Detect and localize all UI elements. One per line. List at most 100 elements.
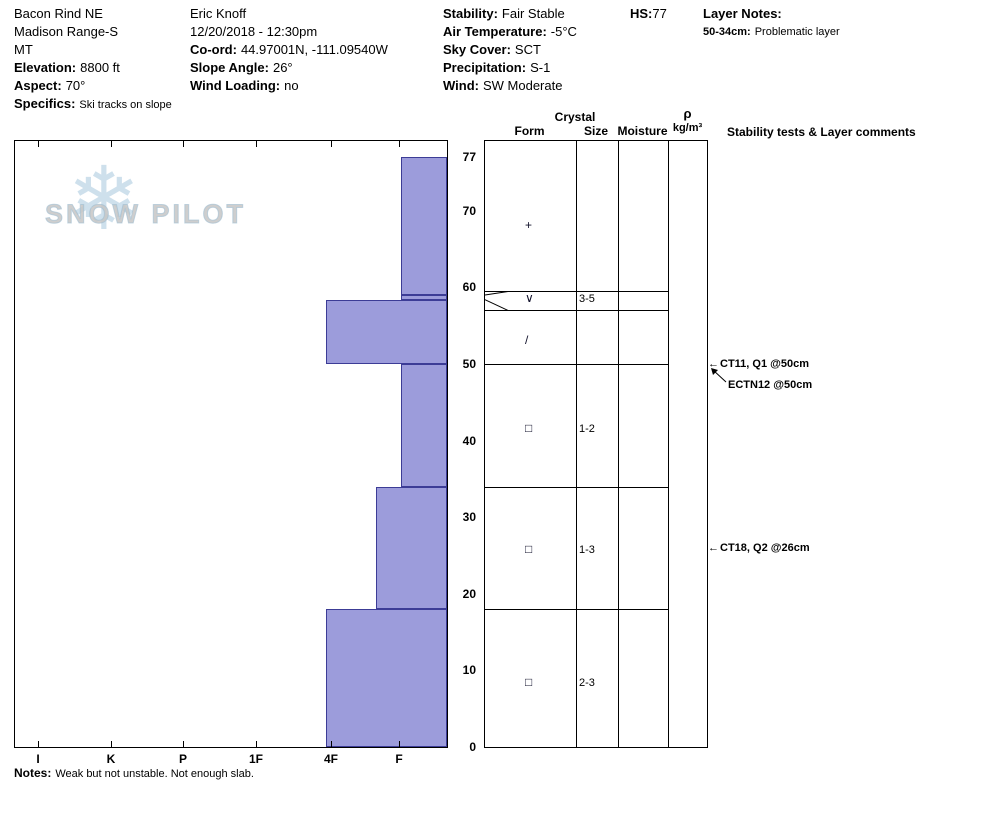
crystal-form-symbol: □: [525, 421, 533, 436]
crystal-table: + ∨ 3-5 / □ 1-2 □ 1-3 □ 2-3: [484, 140, 708, 748]
layer-notes-block: Layer Notes: 50-34cm: Problematic layer: [703, 5, 840, 39]
hardness-axis-label: 1F: [248, 752, 264, 766]
site-state: MT: [14, 42, 33, 57]
size-column-header: Size: [583, 124, 608, 138]
observation-datetime: 12/20/2018 - 12:30pm: [190, 24, 318, 39]
wind-loading-label: Wind Loading:: [190, 78, 281, 93]
depth-axis-label: 60: [462, 280, 476, 295]
hs-label: HS:: [630, 6, 653, 21]
snow-layer-bar: [401, 295, 447, 300]
slope-angle-label: Slope Angle:: [190, 60, 269, 75]
air-temp-line: Air Temperature: -5°C: [443, 23, 577, 41]
hardness-tick-top: [331, 141, 332, 147]
snow-layer-bar: [401, 157, 447, 296]
depth-axis-label: 77: [462, 150, 476, 165]
hardness-tick-top: [256, 141, 257, 147]
snow-layer-bar: [401, 364, 447, 487]
size-moisture-divider: [618, 141, 619, 747]
coord-label: Co-ord:: [190, 42, 237, 57]
conditions-block: Stability: Fair Stable Air Temperature: -5…: [443, 5, 577, 95]
hardness-tick-top: [38, 141, 39, 147]
specifics-value: Ski tracks on slope: [79, 99, 172, 111]
wind-value: SW Moderate: [482, 78, 563, 93]
crystal-form-symbol: +: [525, 218, 533, 233]
precip-line: Precipitation: S-1: [443, 59, 577, 77]
depth-axis-label: 50: [462, 357, 476, 371]
layer-notes-title: Layer Notes:: [703, 6, 782, 21]
crystal-size-value: 2-3: [579, 677, 595, 690]
notes-footer: Notes: Weak but not unstable. Not enough …: [14, 766, 254, 780]
layer-row-line: [485, 486, 668, 488]
precip-label: Precipitation:: [443, 60, 527, 75]
crystal-form-symbol: ∨: [525, 290, 534, 305]
specifics-line: Specifics: Ski tracks on slope: [14, 95, 172, 114]
air-temp-value: -5°C: [550, 24, 577, 39]
location-block: Bacon Rind NE Madison Range-S MT Elevati…: [14, 5, 172, 114]
layer-row-line: [485, 291, 668, 293]
snow-layer-bar: [326, 299, 447, 364]
left-arrow-icon: ←: [708, 541, 719, 554]
observer-name: Eric Knoff: [190, 6, 247, 21]
elevation-value: 8800 ft: [80, 60, 120, 75]
crystal-size-value: 1-2: [579, 423, 595, 436]
hardness-axis-label: 4F: [323, 752, 339, 766]
hardness-axis-label: F: [395, 752, 403, 766]
depth-axis-label: 70: [462, 203, 476, 218]
depth-axis-label: 20: [462, 586, 476, 601]
hardness-chart: ❄ SNOW PILOT: [14, 140, 448, 748]
elevation-line: Elevation: 8800 ft: [14, 59, 172, 77]
site-name: Bacon Rind NE: [14, 6, 103, 21]
stability-column-header: Stability tests & Layer comments: [727, 125, 916, 139]
crystal-form-symbol: □: [525, 542, 533, 557]
precip-value: S-1: [530, 60, 551, 75]
left-arrow-icon: ←: [708, 358, 719, 370]
hardness-tick-bottom: [256, 741, 257, 747]
coord-value: 44.97001N, -111.09540W: [240, 42, 388, 57]
stability-test-annotation: ←CT11, Q1 @50cm: [708, 357, 809, 371]
slope-angle-value: 26°: [272, 60, 293, 75]
crystal-form-symbol: □: [525, 675, 533, 690]
depth-axis-label: 10: [462, 663, 476, 678]
coord-line: Co-ord: 44.97001N, -111.09540W: [190, 41, 388, 59]
layer-row-line: [485, 609, 668, 611]
wind-loading-value: no: [284, 78, 299, 93]
layer-row-line: [485, 310, 668, 312]
hardness-axis-labels: I K P 1F 4F F: [15, 752, 449, 768]
density-unit-header: kg/m³: [672, 122, 703, 134]
density-symbol-header: ρ: [683, 106, 692, 121]
aspect-line: Aspect: 70°: [14, 77, 172, 95]
wind-line: Wind: SW Moderate: [443, 77, 577, 95]
hardness-tick-top: [399, 141, 400, 147]
stability-test-text: CT11, Q1 @50cm: [720, 358, 809, 370]
hardness-axis-label: K: [106, 752, 116, 766]
snow-layer-bar: [326, 609, 447, 747]
layer-note-entry: 50-34cm: Problematic layer: [703, 25, 840, 39]
snow-layer-bar: [376, 486, 447, 610]
table-header: Crystal Form Size Moisture ρ kg/m³: [484, 106, 708, 140]
stability-label: Stability:: [443, 6, 498, 21]
form-column-header: Form: [514, 124, 545, 138]
stability-annotations: ←CT11, Q1 @50cm ECTN12 @50cm ←CT18, Q2 @26…: [708, 141, 992, 747]
hardness-tick-top: [111, 141, 112, 147]
crystal-group-header: Crystal: [554, 110, 596, 124]
stability-value: Fair Stable: [501, 6, 565, 21]
wind-loading-line: Wind Loading: no: [190, 77, 388, 95]
moisture-column-header: Moisture: [617, 124, 668, 138]
hardness-tick-bottom: [111, 741, 112, 747]
stability-test-annotation: ECTN12 @50cm: [728, 378, 812, 392]
sky-cover-line: Sky Cover: SCT: [443, 41, 577, 59]
air-temp-label: Air Temperature:: [443, 24, 547, 39]
crystal-size-value: 3-5: [579, 292, 595, 305]
elevation-label: Elevation:: [14, 60, 77, 75]
sky-cover-label: Sky Cover:: [443, 42, 511, 57]
hardness-axis-label: P: [178, 752, 188, 766]
crystal-size-value: 1-3: [579, 544, 595, 557]
observation-block: Eric Knoff 12/20/2018 - 12:30pm Co-ord: 4…: [190, 5, 388, 95]
crystal-form-symbol: /: [525, 333, 529, 348]
specifics-label: Specifics:: [14, 96, 76, 111]
hardness-tick-bottom: [38, 741, 39, 747]
aspect-label: Aspect:: [14, 78, 62, 93]
layer-note-range: 50-34cm:: [703, 26, 751, 38]
depth-axis-label: 40: [462, 433, 476, 448]
notes-label: Notes:: [14, 766, 52, 780]
